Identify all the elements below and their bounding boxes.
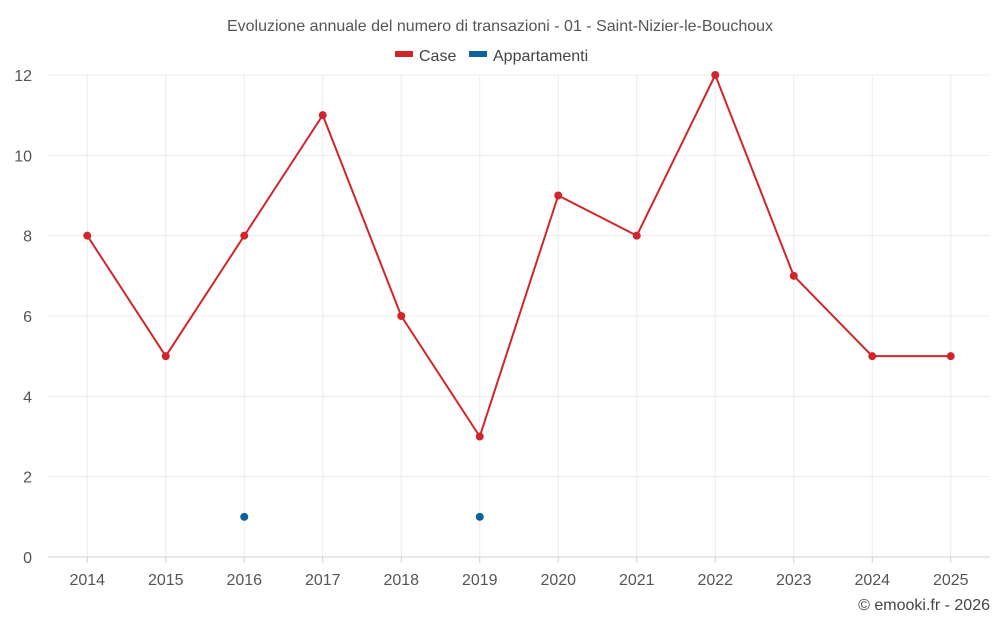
y-tick-label: 6: [23, 309, 32, 326]
data-point-case[interactable]: [83, 231, 92, 240]
x-tick-label: 2020: [540, 572, 576, 589]
legend: Case Appartamenti: [395, 48, 588, 65]
x-tick-label: 2014: [69, 572, 105, 589]
legend-label-case: Case: [419, 48, 456, 65]
x-tick-label: 2015: [148, 572, 184, 589]
legend-label-appartamenti: Appartamenti: [493, 48, 588, 65]
legend-swatch-case: [395, 51, 413, 57]
legend-item-case[interactable]: Case: [395, 48, 456, 65]
y-tick-label: 12: [14, 68, 32, 85]
legend-item-appartamenti[interactable]: Appartamenti: [469, 48, 588, 65]
y-tick-label: 8: [23, 229, 32, 246]
data-point-case[interactable]: [475, 432, 484, 441]
x-tick-label: 2018: [383, 572, 419, 589]
y-tick-label: 10: [14, 148, 32, 165]
x-tick-label: 2021: [619, 572, 655, 589]
data-point-case[interactable]: [789, 271, 798, 280]
legend-swatch-appartamenti: [469, 51, 487, 57]
data-point-case[interactable]: [240, 231, 249, 240]
data-point-case[interactable]: [632, 231, 641, 240]
series-appartamenti: [240, 512, 484, 521]
data-point-appartamenti[interactable]: [475, 512, 484, 521]
y-tick-label: 2: [23, 470, 32, 487]
data-point-case[interactable]: [318, 111, 327, 120]
chart-title: Evoluzione annuale del numero di transaz…: [227, 18, 773, 35]
grid: [48, 74, 990, 557]
data-point-case[interactable]: [946, 352, 955, 361]
x-tick-label: 2025: [933, 572, 969, 589]
data-point-case[interactable]: [554, 191, 563, 200]
axes: 0 2 4 6 8 10 12 2014 2015 2016 2017 2018 2019 2020 202…: [14, 68, 990, 589]
x-tick-label: 2023: [776, 572, 812, 589]
series: [83, 71, 955, 521]
y-tick-label: 4: [23, 389, 32, 406]
x-tick-label: 2019: [462, 572, 498, 589]
data-point-case[interactable]: [711, 71, 720, 79]
x-tick-label: 2017: [305, 572, 341, 589]
data-point-case[interactable]: [397, 312, 406, 320]
series-line-case: [86, 74, 951, 438]
x-tick-label: 2016: [226, 572, 262, 589]
data-point-appartamenti[interactable]: [240, 512, 249, 521]
y-tick-label: 0: [23, 550, 32, 567]
x-tick-label: 2024: [854, 572, 890, 589]
data-point-case[interactable]: [161, 352, 170, 361]
credit-text: © emooki.fr - 2026: [858, 597, 990, 614]
x-tick-label: 2022: [697, 572, 733, 589]
series-case: [83, 71, 955, 441]
data-point-case[interactable]: [868, 352, 877, 361]
